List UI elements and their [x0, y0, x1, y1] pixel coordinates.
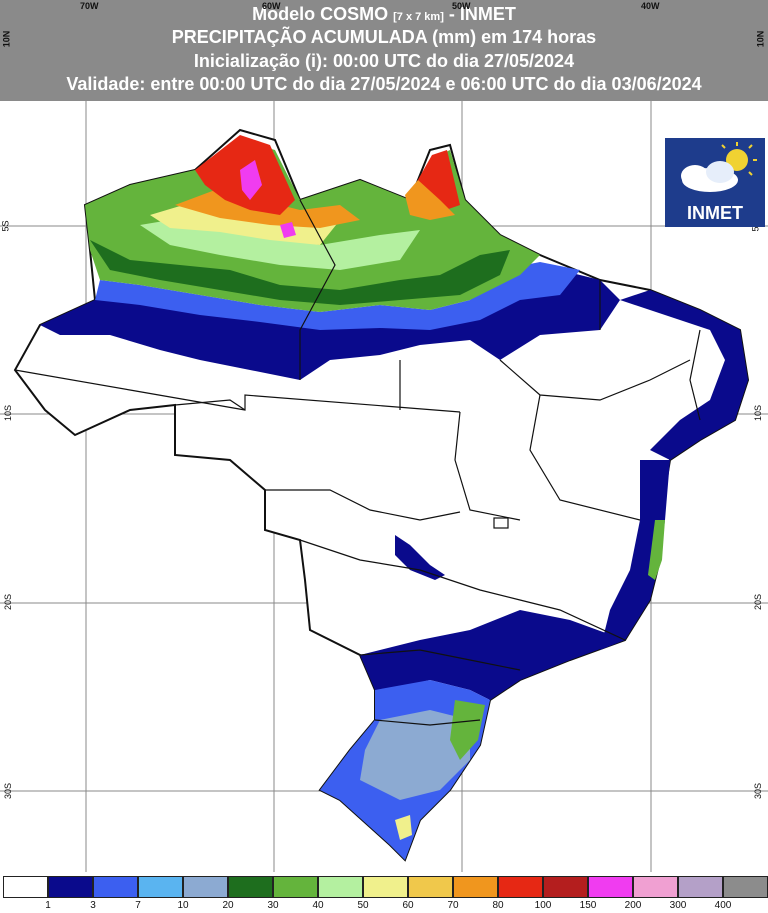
title-validity: Validade: entre 00:00 UTC do dia 27/05/2…	[66, 74, 702, 94]
precip-green-east-coast	[648, 520, 665, 580]
sun-cloud-icon	[681, 142, 757, 192]
lon-tick-60w: 60W	[262, 1, 281, 11]
precip-blue-east-coast	[600, 460, 670, 650]
inmet-logo: INMET	[665, 138, 765, 227]
legend-label: 3	[90, 900, 96, 911]
lon-tick-50w: 50W	[452, 1, 471, 11]
lat-tick-5s-left: 5S	[0, 220, 11, 232]
legend-label: 100	[534, 900, 552, 911]
legend-swatch	[138, 876, 183, 898]
title-variable: PRECIPITAÇÃO ACUMULADA (mm) em 174 horas	[171, 27, 597, 47]
legend-swatch	[588, 876, 633, 898]
precip-gray-blue-south	[360, 710, 470, 800]
legend-swatch	[678, 876, 723, 898]
legend-swatch	[48, 876, 93, 898]
lat-tick-20s-right: 20S	[753, 593, 764, 611]
legend-swatch	[228, 876, 273, 898]
precip-yellow-south	[395, 815, 412, 840]
map-canvas	[0, 101, 768, 872]
legend-label: 150	[579, 900, 597, 911]
precip-dark-green-north	[90, 240, 510, 305]
legend-swatch	[3, 876, 48, 898]
state-borders	[14, 199, 701, 726]
legend-label: 30	[267, 900, 279, 911]
precip-blue-ne-coast	[620, 290, 748, 460]
lat-tick-30s-left: 30S	[3, 782, 14, 800]
lon-tick-70w: 70W	[80, 1, 99, 11]
legend-swatch	[633, 876, 678, 898]
model-resolution: [7 x 7 km]	[393, 11, 444, 23]
precip-dark-blue-north	[40, 265, 620, 380]
legend-label: 400	[714, 900, 732, 911]
legend-label: 7	[135, 900, 141, 911]
legend-swatch	[453, 876, 498, 898]
legend-swatch	[363, 876, 408, 898]
lat-tick-10n-right: 10N	[755, 30, 766, 48]
lat-tick-20s-left: 20S	[3, 593, 14, 611]
model-name: Modelo COSMO	[252, 4, 389, 24]
logo-text: INMET	[687, 203, 743, 223]
precipitation-map	[0, 101, 768, 872]
legend-label: 10	[177, 900, 189, 911]
legend-swatch	[318, 876, 363, 898]
legend-label: 70	[447, 900, 459, 911]
legend-label: 200	[624, 900, 642, 911]
legend-label: 300	[669, 900, 687, 911]
legend-label: 50	[357, 900, 369, 911]
precip-orange-northeast	[405, 180, 455, 220]
precip-magenta-north	[240, 160, 262, 200]
map-header: Modelo COSMO [7 x 7 km] - INMET PRECIPIT…	[0, 0, 768, 101]
lat-tick-10n-left: 10N	[1, 30, 12, 48]
legend-swatch	[498, 876, 543, 898]
lat-tick-30s-right: 30S	[753, 782, 764, 800]
lon-tick-40w: 40W	[641, 1, 660, 11]
lat-tick-10s-right: 10S	[753, 404, 764, 422]
precip-magenta-north-2	[280, 222, 296, 238]
precip-dark-blue-south	[360, 610, 625, 700]
title-model: Modelo COSMO [7 x 7 km] - INMET	[0, 4, 768, 25]
legend-swatch	[93, 876, 138, 898]
legend-label: 60	[402, 900, 414, 911]
legend-label: 80	[492, 900, 504, 911]
precipitation-legend: 1 3 7 10 20 30 40 50 60 70 80 100 150 200 300 400	[0, 874, 768, 913]
legend-swatch	[723, 876, 768, 898]
legend-swatch	[273, 876, 318, 898]
precip-light-blue-north	[95, 262, 580, 330]
legend-label: 40	[312, 900, 324, 911]
precip-green-south	[450, 700, 485, 760]
model-source: - INMET	[448, 4, 516, 24]
precip-blue-center	[395, 535, 445, 580]
legend-swatch	[408, 876, 453, 898]
lat-tick-10s-left: 10S	[3, 404, 14, 422]
legend-label: 1	[45, 900, 51, 911]
legend-swatch	[183, 876, 228, 898]
legend-swatch	[543, 876, 588, 898]
title-initialization: Inicialização (i): 00:00 UTC do dia 27/0…	[193, 51, 575, 71]
legend-label: 20	[222, 900, 234, 911]
